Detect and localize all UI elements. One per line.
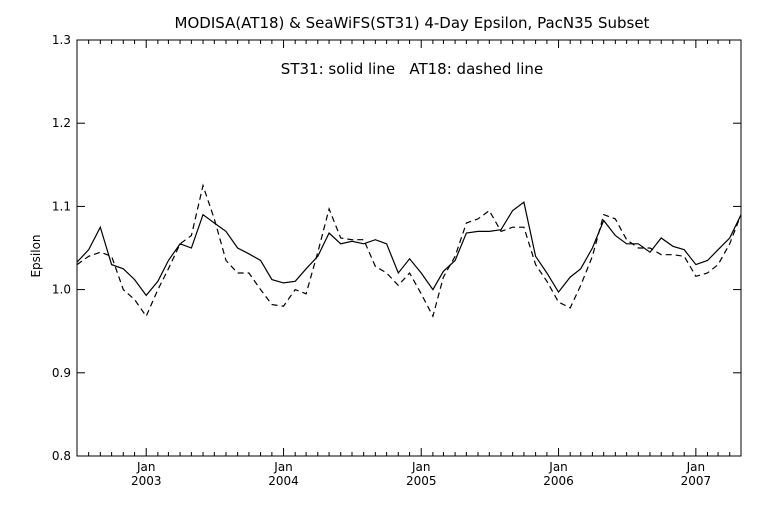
y-tick-label: 0.8 (52, 449, 71, 463)
x-tick-label-month: Jan (273, 460, 293, 474)
y-tick-label: 1.1 (52, 199, 71, 213)
x-tick-label-month: Jan (136, 460, 156, 474)
series-line-at18 (76, 183, 742, 318)
x-tick-label-month: Jan (548, 460, 568, 474)
series-layer (76, 183, 742, 318)
y-tick-label: 1.0 (52, 283, 71, 297)
x-tick-label-year: 2007 (681, 474, 712, 488)
chart-title: MODISA(AT18) & SeaWiFS(ST31) 4-Day Epsil… (175, 14, 650, 32)
y-tick-label: 0.9 (52, 366, 71, 380)
x-tick-label-year: 2004 (268, 474, 299, 488)
x-tick-label-year: 2003 (131, 474, 162, 488)
y-axis-label: Epsilon (29, 234, 43, 277)
x-tick-label-year: 2006 (543, 474, 574, 488)
legend-text: ST31: solid line AT18: dashed line (281, 60, 543, 78)
y-tick-label: 1.3 (52, 33, 71, 47)
plot-frame (76, 39, 742, 457)
series-line-st31 (76, 201, 742, 297)
x-tick-label-month: Jan (411, 460, 431, 474)
y-tick-label: 1.2 (52, 116, 71, 130)
x-tick-label-year: 2005 (406, 474, 437, 488)
y-axis: 0.8 0.9 1.0 1.1 1.2 1.3 (52, 33, 741, 463)
x-tick-label-month: Jan (686, 460, 706, 474)
